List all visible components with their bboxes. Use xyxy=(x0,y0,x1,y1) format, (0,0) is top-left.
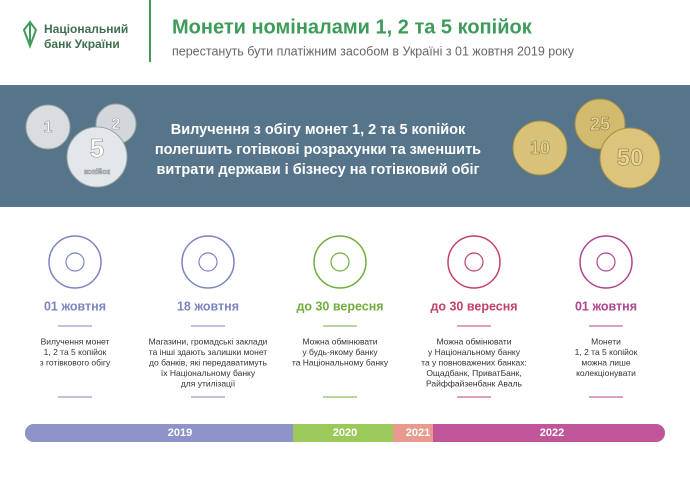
step-text: та інші здають залишки монет xyxy=(149,347,267,357)
coin xyxy=(25,104,71,150)
step-icon xyxy=(313,235,367,289)
step-date: 01 жовтня xyxy=(44,299,106,313)
step-text: Можна обмінювати xyxy=(302,336,377,346)
step-text: 1, 2 та 5 копійок xyxy=(575,347,638,357)
step-text: до банків, які передаватимуть xyxy=(149,357,268,367)
step-text: та у повноважених банках: xyxy=(421,357,527,367)
step-icon-inner xyxy=(198,252,218,272)
step-text: у Національному банку xyxy=(428,347,521,357)
step-icon xyxy=(447,235,501,289)
step-text: колекціонувати xyxy=(576,368,636,378)
step-icon-inner xyxy=(464,252,484,272)
step-icon xyxy=(48,235,102,289)
timeline-segment xyxy=(25,424,293,442)
coin-label: 5 xyxy=(90,133,104,163)
coin-label: 50 xyxy=(617,144,644,171)
step-text: у будь-якому банку xyxy=(302,347,378,357)
step-date: до 30 вересня xyxy=(430,299,517,313)
timeline-segment xyxy=(293,424,393,442)
banner-text: полегшить готівкові розрахунки та зменши… xyxy=(155,142,481,158)
banner-text: витрати держави і бізнесу на готівковий … xyxy=(156,162,479,178)
step-date: до 30 вересня xyxy=(296,299,383,313)
timeline-segment xyxy=(393,424,433,442)
coin-label: 1 xyxy=(44,119,53,136)
banner-text: Вилучення з обігу монет 1, 2 та 5 копійо… xyxy=(171,122,466,138)
coin xyxy=(512,120,568,176)
coin xyxy=(66,126,128,188)
step-text: з готівкового обігу xyxy=(40,357,111,367)
step-text: Можна обмінювати xyxy=(436,336,511,346)
step-icon-inner xyxy=(65,252,85,272)
step-text: Ощадбанк, ПриватБанк, xyxy=(426,368,521,378)
step-text: Райффайзенбанк Аваль xyxy=(426,378,522,388)
step-text: Магазини, громадські заклади xyxy=(149,336,268,346)
logo-text: Національний xyxy=(44,22,128,36)
step-text: їх Національному банку xyxy=(160,368,256,378)
step-icon-inner xyxy=(596,252,616,272)
step-text: Монети xyxy=(591,336,621,346)
timeline-label: 2021 xyxy=(406,427,430,439)
coin-label: 25 xyxy=(590,114,610,134)
coin-label: 10 xyxy=(530,138,550,158)
step-icon-inner xyxy=(330,252,350,272)
step-date: 01 жовтня xyxy=(575,299,637,313)
timeline-label: 2019 xyxy=(168,427,192,439)
coins xyxy=(25,98,661,189)
title: Монети номіналами 1, 2 та 5 копійок xyxy=(172,16,533,38)
step-text: 1, 2 та 5 копійок xyxy=(44,347,107,357)
coin xyxy=(599,127,661,189)
logo-icon xyxy=(22,20,38,49)
step-date: 18 жовтня xyxy=(177,299,239,313)
coin-label: копійок xyxy=(84,168,110,176)
coin-label: 2 xyxy=(112,116,121,133)
step-text: та Національному банку xyxy=(292,357,389,367)
logo-text: банк України xyxy=(44,37,120,51)
timeline-label: 2020 xyxy=(333,427,357,439)
step-text: Вилучення монет xyxy=(41,336,110,346)
timeline-label: 2022 xyxy=(540,427,564,439)
step-icon xyxy=(579,235,633,289)
subtitle: перестануть бути платіжним засобом в Укр… xyxy=(172,44,575,58)
step-icon xyxy=(181,235,235,289)
step-text: можна лише xyxy=(581,357,630,367)
step-text: для утилізації xyxy=(181,378,236,388)
